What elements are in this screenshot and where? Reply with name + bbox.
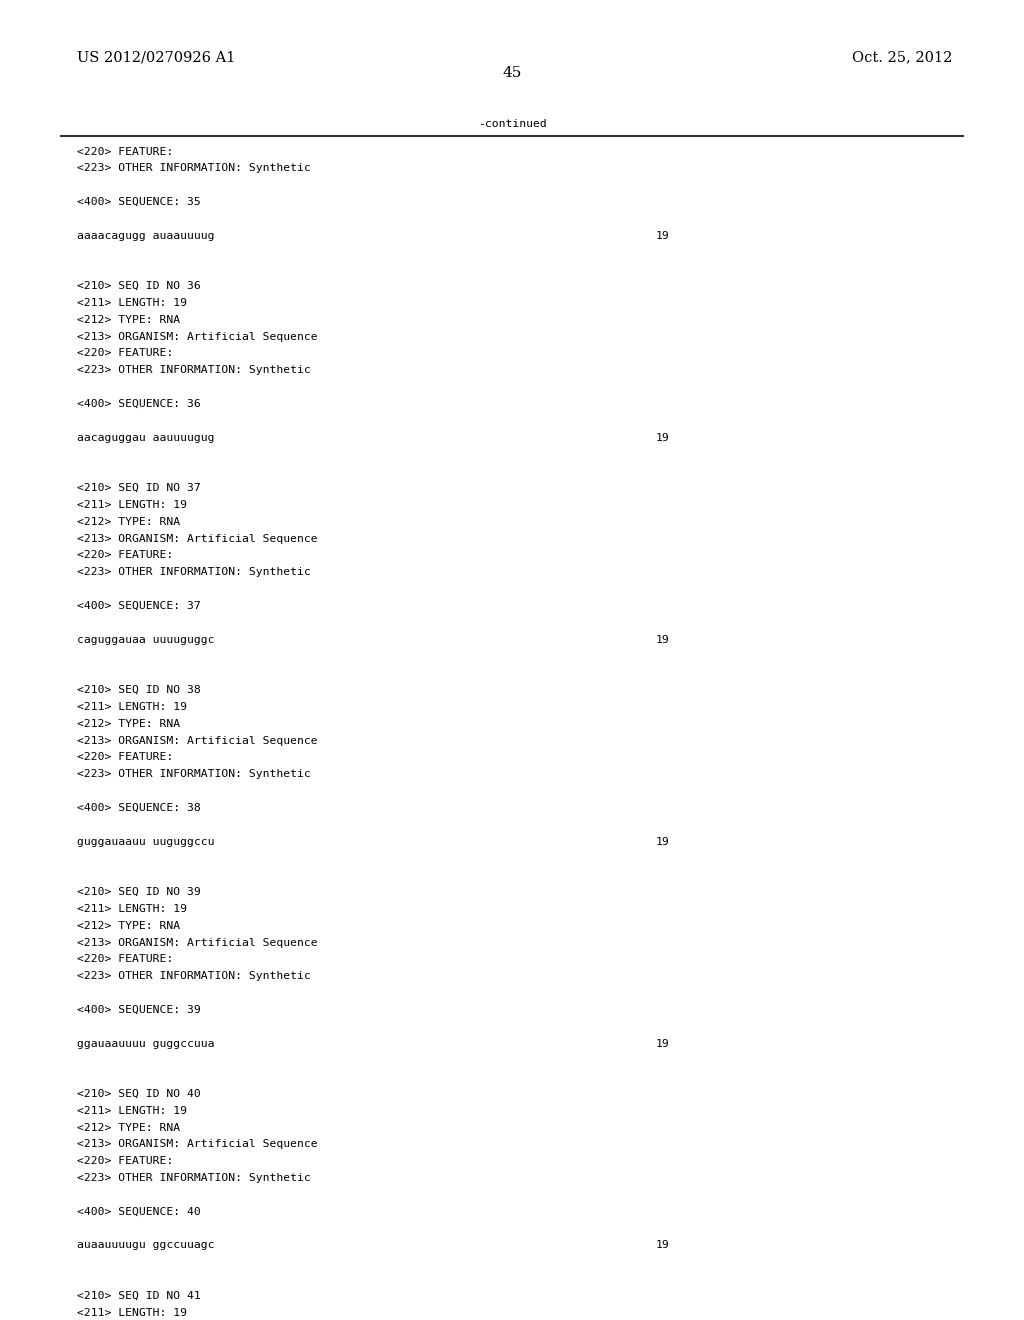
- Text: <210> SEQ ID NO 40: <210> SEQ ID NO 40: [77, 1089, 201, 1100]
- Text: <400> SEQUENCE: 36: <400> SEQUENCE: 36: [77, 399, 201, 409]
- Text: <223> OTHER INFORMATION: Synthetic: <223> OTHER INFORMATION: Synthetic: [77, 972, 310, 981]
- Text: <212> TYPE: RNA: <212> TYPE: RNA: [77, 920, 180, 931]
- Text: <223> OTHER INFORMATION: Synthetic: <223> OTHER INFORMATION: Synthetic: [77, 366, 310, 375]
- Text: <211> LENGTH: 19: <211> LENGTH: 19: [77, 298, 186, 308]
- Text: <220> FEATURE:: <220> FEATURE:: [77, 752, 173, 763]
- Text: <213> ORGANISM: Artificial Sequence: <213> ORGANISM: Artificial Sequence: [77, 331, 317, 342]
- Text: <400> SEQUENCE: 40: <400> SEQUENCE: 40: [77, 1206, 201, 1217]
- Text: <223> OTHER INFORMATION: Synthetic: <223> OTHER INFORMATION: Synthetic: [77, 1173, 310, 1183]
- Text: <223> OTHER INFORMATION: Synthetic: <223> OTHER INFORMATION: Synthetic: [77, 568, 310, 577]
- Text: ggauaauuuu guggccuua: ggauaauuuu guggccuua: [77, 1039, 214, 1048]
- Text: 19: 19: [655, 635, 669, 644]
- Text: <210> SEQ ID NO 39: <210> SEQ ID NO 39: [77, 887, 201, 898]
- Text: <220> FEATURE:: <220> FEATURE:: [77, 550, 173, 561]
- Text: 19: 19: [655, 1241, 669, 1250]
- Text: Oct. 25, 2012: Oct. 25, 2012: [852, 50, 952, 65]
- Text: <212> TYPE: RNA: <212> TYPE: RNA: [77, 718, 180, 729]
- Text: <213> ORGANISM: Artificial Sequence: <213> ORGANISM: Artificial Sequence: [77, 937, 317, 948]
- Text: 19: 19: [655, 837, 669, 846]
- Text: <400> SEQUENCE: 38: <400> SEQUENCE: 38: [77, 803, 201, 813]
- Text: <210> SEQ ID NO 36: <210> SEQ ID NO 36: [77, 281, 201, 292]
- Text: <213> ORGANISM: Artificial Sequence: <213> ORGANISM: Artificial Sequence: [77, 1139, 317, 1150]
- Text: auaauuuugu ggccuuagc: auaauuuugu ggccuuagc: [77, 1241, 214, 1250]
- Text: <210> SEQ ID NO 37: <210> SEQ ID NO 37: [77, 483, 201, 494]
- Text: <400> SEQUENCE: 39: <400> SEQUENCE: 39: [77, 1005, 201, 1015]
- Text: <212> TYPE: RNA: <212> TYPE: RNA: [77, 1122, 180, 1133]
- Text: <220> FEATURE:: <220> FEATURE:: [77, 1156, 173, 1167]
- Text: <223> OTHER INFORMATION: Synthetic: <223> OTHER INFORMATION: Synthetic: [77, 164, 310, 173]
- Text: <211> LENGTH: 19: <211> LENGTH: 19: [77, 904, 186, 913]
- Text: <210> SEQ ID NO 38: <210> SEQ ID NO 38: [77, 685, 201, 696]
- Text: <400> SEQUENCE: 35: <400> SEQUENCE: 35: [77, 197, 201, 207]
- Text: <220> FEATURE:: <220> FEATURE:: [77, 348, 173, 359]
- Text: <220> FEATURE:: <220> FEATURE:: [77, 954, 173, 965]
- Text: caguggauaa uuuuguggc: caguggauaa uuuuguggc: [77, 635, 214, 644]
- Text: <220> FEATURE:: <220> FEATURE:: [77, 147, 173, 157]
- Text: <211> LENGTH: 19: <211> LENGTH: 19: [77, 702, 186, 711]
- Text: <213> ORGANISM: Artificial Sequence: <213> ORGANISM: Artificial Sequence: [77, 533, 317, 544]
- Text: 19: 19: [655, 433, 669, 442]
- Text: <400> SEQUENCE: 37: <400> SEQUENCE: 37: [77, 601, 201, 611]
- Text: <211> LENGTH: 19: <211> LENGTH: 19: [77, 500, 186, 510]
- Text: <211> LENGTH: 19: <211> LENGTH: 19: [77, 1308, 186, 1317]
- Text: aacaguggau aauuuugug: aacaguggau aauuuugug: [77, 433, 214, 442]
- Text: aaaacagugg auaauuuug: aaaacagugg auaauuuug: [77, 231, 214, 240]
- Text: <212> TYPE: RNA: <212> TYPE: RNA: [77, 314, 180, 325]
- Text: US 2012/0270926 A1: US 2012/0270926 A1: [77, 50, 236, 65]
- Text: 19: 19: [655, 231, 669, 240]
- Text: 45: 45: [503, 66, 521, 81]
- Text: 19: 19: [655, 1039, 669, 1048]
- Text: <213> ORGANISM: Artificial Sequence: <213> ORGANISM: Artificial Sequence: [77, 735, 317, 746]
- Text: <223> OTHER INFORMATION: Synthetic: <223> OTHER INFORMATION: Synthetic: [77, 770, 310, 779]
- Text: <212> TYPE: RNA: <212> TYPE: RNA: [77, 516, 180, 527]
- Text: -continued: -continued: [477, 119, 547, 129]
- Text: <210> SEQ ID NO 41: <210> SEQ ID NO 41: [77, 1291, 201, 1302]
- Text: <211> LENGTH: 19: <211> LENGTH: 19: [77, 1106, 186, 1115]
- Text: guggauaauu uuguggccu: guggauaauu uuguggccu: [77, 837, 214, 846]
